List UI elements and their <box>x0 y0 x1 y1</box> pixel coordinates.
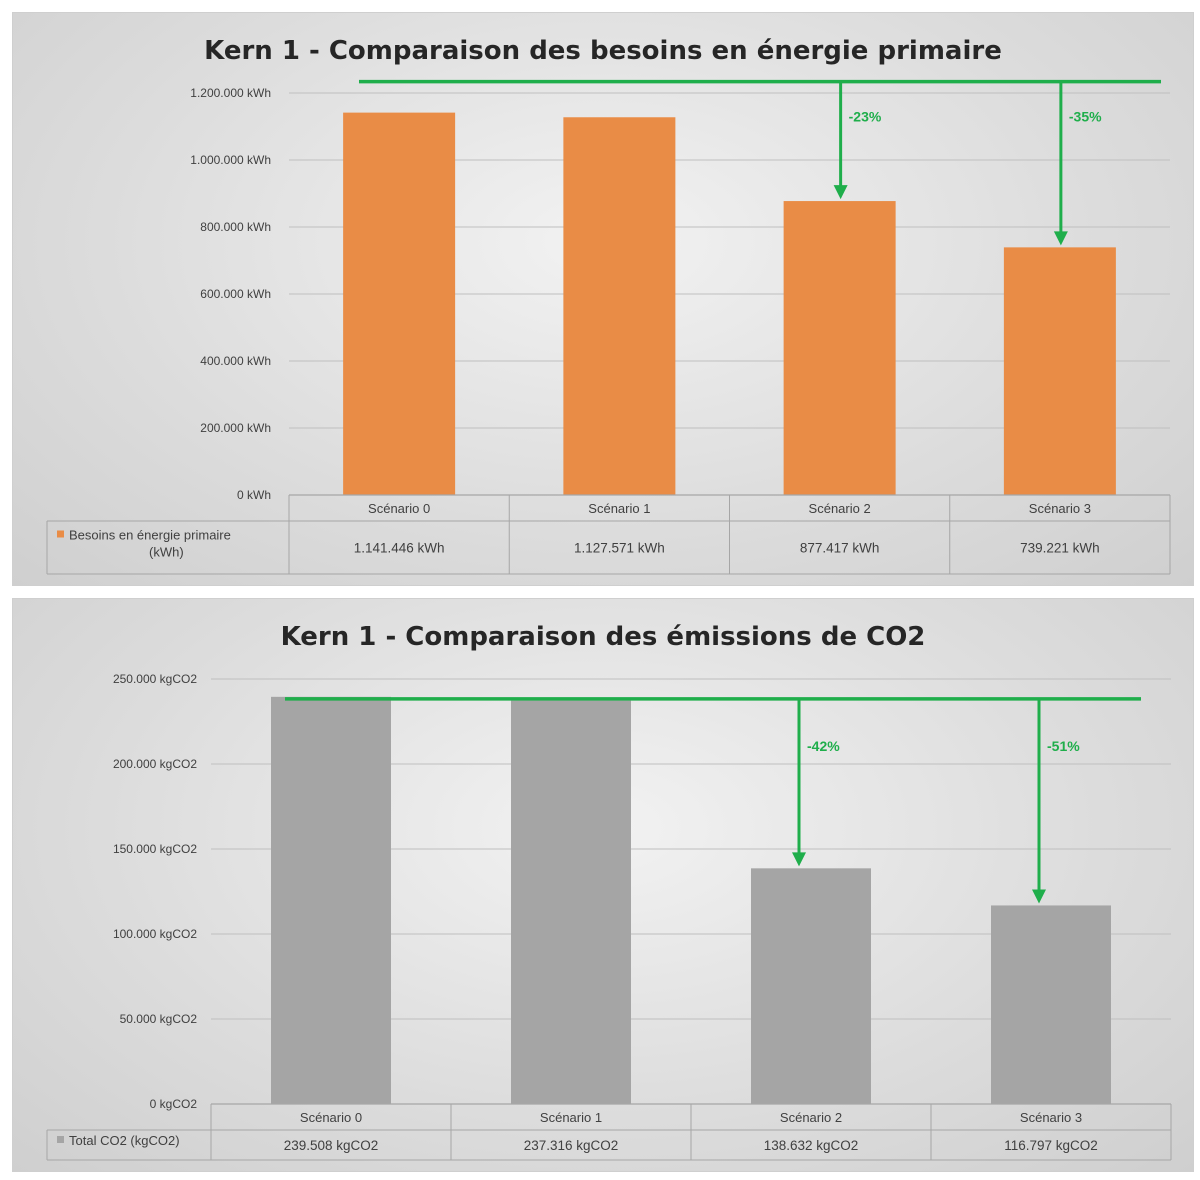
category-label: Scénario 2 <box>809 501 871 516</box>
reduction-arrowhead <box>833 185 848 200</box>
legend-key <box>57 530 64 538</box>
y-tick-label: 1.200.000 kWh <box>190 86 271 100</box>
co2-chart-panel: Kern 1 - Comparaison des émissions de CO… <box>12 598 1194 1172</box>
y-tick-label: 200.000 kWh <box>200 421 271 435</box>
table-value: 237.316 kgCO2 <box>524 1138 619 1153</box>
table-value: 239.508 kgCO2 <box>284 1138 379 1153</box>
bar <box>751 868 871 1104</box>
y-tick-label: 400.000 kWh <box>200 354 271 368</box>
reduction-percent: -35% <box>1069 109 1102 125</box>
table-value: 138.632 kgCO2 <box>764 1138 859 1153</box>
reduction-percent: -51% <box>1047 738 1080 754</box>
energy-chart: Kern 1 - Comparaison des besoins en éner… <box>46 36 1171 575</box>
category-label: Scénario 3 <box>1029 501 1091 516</box>
legend-key <box>57 1136 64 1143</box>
y-tick-label: 1.000.000 kWh <box>190 153 271 167</box>
y-tick-label: 50.000 kgCO2 <box>120 1012 198 1026</box>
category-label: Scénario 2 <box>780 1110 842 1125</box>
bar <box>783 201 896 495</box>
y-tick-label: 800.000 kWh <box>200 220 271 234</box>
reduction-arrowhead <box>792 852 806 867</box>
y-tick-label: 250.000 kgCO2 <box>113 672 197 686</box>
y-tick-label: 0 kgCO2 <box>150 1097 198 1111</box>
bar <box>1003 247 1116 495</box>
reduction-arrowhead <box>1053 231 1068 246</box>
series-label: (kWh) <box>149 545 184 560</box>
category-label: Scénario 3 <box>1020 1110 1082 1125</box>
y-tick-label: 100.000 kgCO2 <box>113 927 197 941</box>
category-label: Scénario 0 <box>300 1110 362 1125</box>
chart-title: Kern 1 - Comparaison des besoins en éner… <box>204 36 1002 66</box>
reduction-percent: -42% <box>807 738 840 754</box>
bar <box>511 700 631 1104</box>
chart-title: Kern 1 - Comparaison des émissions de CO… <box>281 622 926 652</box>
y-tick-label: 150.000 kgCO2 <box>113 842 197 856</box>
category-label: Scénario 0 <box>368 501 430 516</box>
category-label: Scénario 1 <box>588 501 650 516</box>
reduction-percent: -23% <box>849 109 882 125</box>
category-label: Scénario 1 <box>540 1110 602 1125</box>
y-tick-label: 600.000 kWh <box>200 287 271 301</box>
y-tick-label: 200.000 kgCO2 <box>113 757 197 771</box>
co2-chart: Kern 1 - Comparaison des émissions de CO… <box>46 622 1172 1161</box>
table-value: 1.127.571 kWh <box>574 541 665 556</box>
y-tick-label: 0 kWh <box>237 488 271 502</box>
bar <box>991 905 1111 1104</box>
reduction-arrowhead <box>1032 889 1046 904</box>
table-value: 116.797 kgCO2 <box>1004 1138 1098 1153</box>
series-label: Total CO2 (kgCO2) <box>69 1133 180 1148</box>
table-value: 739.221 kWh <box>1020 541 1100 556</box>
table-value: 1.141.446 kWh <box>354 541 445 556</box>
series-label: Besoins en énergie primaire <box>69 528 231 543</box>
bar <box>343 112 456 495</box>
bar <box>271 696 391 1104</box>
table-value: 877.417 kWh <box>800 541 880 556</box>
energy-chart-panel: Kern 1 - Comparaison des besoins en éner… <box>12 12 1194 586</box>
bar <box>563 117 676 495</box>
